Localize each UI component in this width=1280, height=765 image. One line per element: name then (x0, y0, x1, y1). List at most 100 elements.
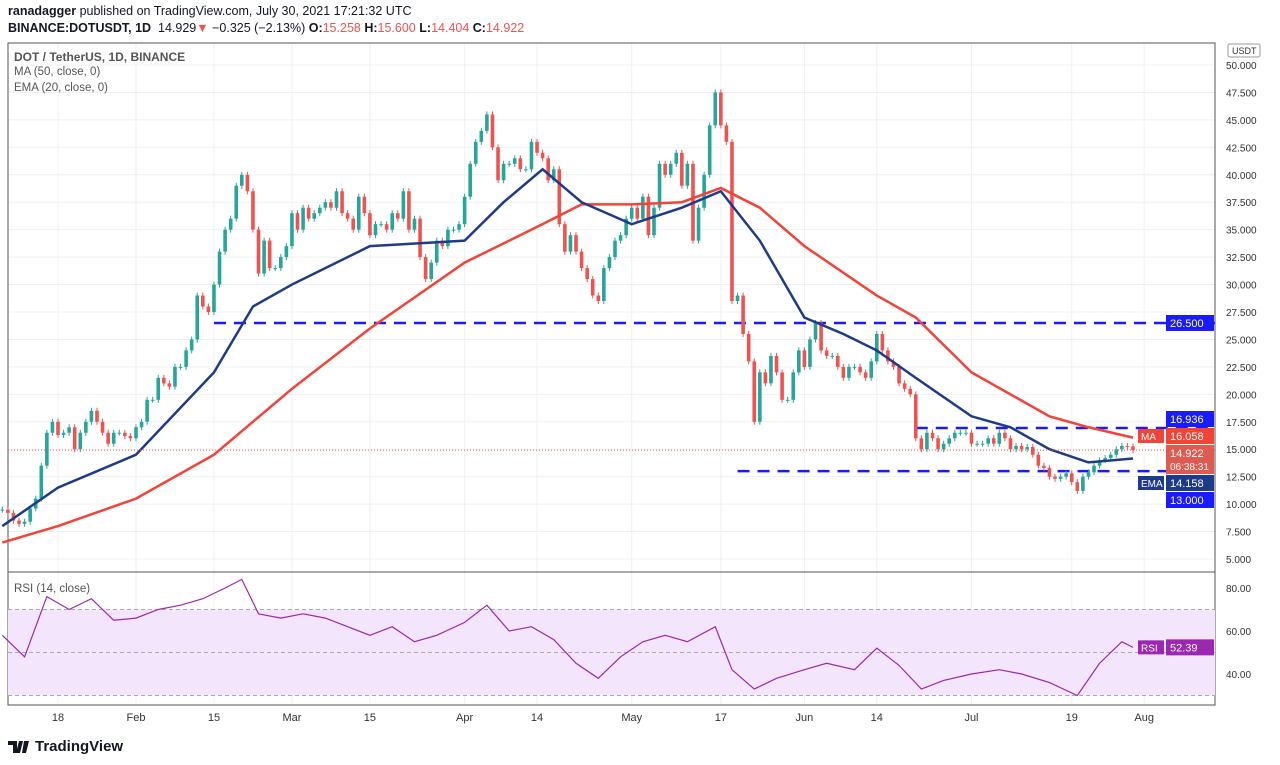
candle (813, 322, 818, 340)
price-tick-label: 32.500 (1226, 253, 1257, 264)
candle (189, 339, 194, 351)
candle (273, 268, 278, 270)
candle (991, 438, 996, 444)
time-tick-label: Apr (456, 712, 473, 724)
last-price: 14.929 (158, 21, 197, 35)
candle (1086, 472, 1091, 477)
rsi-value-tag-bg (1166, 639, 1214, 656)
candle (473, 141, 478, 164)
tradingview-logo[interactable]: TradingView (8, 738, 123, 755)
candle (17, 520, 21, 524)
candle (312, 213, 317, 219)
candle (874, 333, 879, 362)
candle (162, 377, 166, 384)
candle (969, 432, 974, 444)
candle (680, 152, 684, 186)
candle (763, 372, 768, 384)
candle (880, 333, 885, 351)
candle (646, 196, 651, 236)
price-tick-label: 22.500 (1226, 363, 1257, 374)
price-tick-label: 40.000 (1226, 171, 1257, 182)
published-text: published on TradingView.com, July 30, 2… (79, 4, 412, 18)
ma-legend[interactable]: MA (50, close, 0) (14, 66, 101, 78)
candle (139, 421, 144, 428)
candle (891, 361, 896, 367)
publisher-line: ranadagger published on TradingView.com,… (8, 4, 412, 18)
candle (975, 443, 979, 445)
candle (111, 432, 116, 444)
candle (501, 163, 506, 181)
candle (518, 158, 523, 170)
candle (941, 443, 946, 450)
candle (629, 207, 634, 219)
candle (785, 399, 790, 401)
candle (769, 355, 773, 384)
price-tick-label: 20.000 (1226, 390, 1257, 401)
candle (100, 421, 105, 433)
ma-value-tag: 16.058 (1170, 431, 1204, 443)
candle (596, 295, 601, 302)
candle (551, 169, 556, 181)
candle (156, 377, 161, 400)
publisher-name[interactable]: ranadagger (8, 4, 77, 18)
candle (446, 229, 450, 247)
time-tick-label: 15 (364, 712, 376, 724)
candle (89, 410, 94, 422)
candle (134, 427, 138, 439)
low-value: 14.404 (431, 21, 470, 35)
candle (412, 218, 417, 230)
chart-title: DOT / TetherUS, 1D, BINANCE (14, 50, 186, 64)
candle (1108, 454, 1113, 459)
candle (540, 152, 545, 159)
ema-legend[interactable]: EMA (20, close, 0) (14, 82, 108, 94)
price-tick-label: 15.000 (1226, 445, 1257, 456)
candle (301, 207, 305, 230)
candle (863, 372, 868, 378)
high-value: 15.600 (377, 21, 416, 35)
candle (479, 130, 484, 142)
candle (256, 229, 261, 274)
candle (836, 355, 840, 367)
candle (702, 174, 706, 208)
time-tick-label: Feb (126, 712, 145, 724)
candle (462, 196, 467, 225)
candle (719, 92, 723, 126)
level-tag-13000: 13.000 (1170, 495, 1204, 507)
candle (858, 366, 862, 373)
candle (317, 207, 322, 214)
candle (61, 432, 66, 435)
candle (390, 213, 394, 230)
candle (373, 224, 378, 236)
candle (351, 218, 356, 230)
rsi-tick-label: 40.00 (1226, 670, 1251, 681)
candle (1103, 458, 1107, 461)
rsi-legend[interactable]: RSI (14, close) (14, 583, 91, 595)
time-tick-label: Mar (282, 712, 301, 724)
candle (167, 383, 172, 387)
candle (563, 224, 567, 252)
candle (657, 163, 662, 208)
level-tag-13000-bg (1166, 492, 1214, 508)
candle (913, 394, 918, 439)
symbol: BINANCE:DOTUSDT, 1D (8, 21, 152, 35)
candle (902, 383, 907, 389)
time-tick-label: 18 (52, 712, 64, 724)
candle (1069, 473, 1074, 483)
candle (123, 432, 127, 437)
candle (329, 202, 333, 208)
candle (67, 427, 71, 433)
candle (980, 443, 985, 445)
candle (1125, 445, 1130, 447)
price-tick-label: 10.000 (1226, 500, 1257, 511)
candle (234, 185, 239, 219)
time-tick-label: 19 (1066, 712, 1078, 724)
candle (39, 465, 44, 499)
currency-badge (1227, 43, 1261, 58)
open-value: 15.258 (322, 21, 361, 35)
candle (457, 224, 461, 230)
time-tick-label: 14 (531, 712, 543, 724)
candle (585, 268, 589, 280)
candle (345, 213, 350, 219)
rsi-line (1, 578, 1134, 697)
